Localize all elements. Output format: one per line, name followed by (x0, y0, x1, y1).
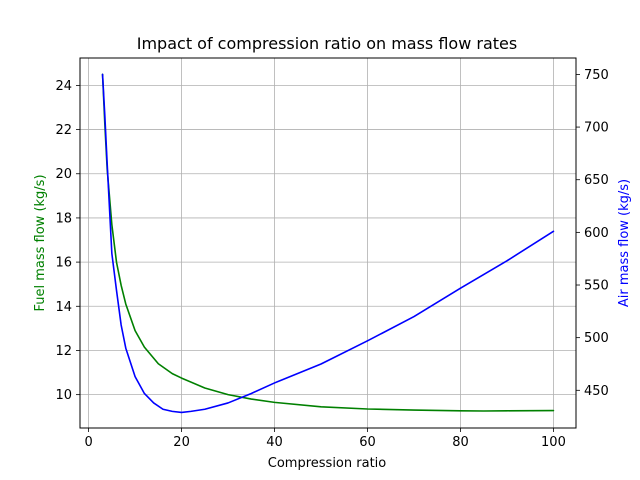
grid (80, 58, 576, 428)
y-left-tick-label: 12 (55, 344, 72, 359)
air-mass-flow-line (101, 73, 555, 414)
plot-frame (79, 57, 577, 429)
fuel-mass-flow-line (101, 73, 555, 412)
y-right-tick-label: 750 (584, 68, 609, 83)
series-lines (101, 73, 555, 414)
y-left-tick-label: 10 (55, 388, 72, 403)
x-tick-label: 40 (266, 435, 283, 450)
x-tick-label: 20 (173, 435, 190, 450)
y-left-tick-label: 16 (55, 256, 72, 271)
y-right-tick-label: 700 (584, 121, 609, 136)
chart-title: Impact of compression ratio on mass flow… (137, 34, 517, 53)
y-right-tick-label: 450 (584, 384, 609, 399)
y-right-tick-label: 650 (584, 173, 609, 188)
y-left-tick-label: 14 (55, 300, 72, 315)
y-right-tick-label: 500 (584, 331, 609, 346)
x-tick-label: 100 (541, 435, 566, 450)
y-left-tick-label: 18 (55, 211, 72, 226)
x-tick-label: 60 (359, 435, 376, 450)
x-tick-label: 80 (452, 435, 469, 450)
y-right-tick-label: 600 (584, 226, 609, 241)
axes: 0 20 40 60 80 100 10 12 14 16 18 20 22 24 450 500 550 600… (55, 68, 608, 450)
y-left-tick-label: 20 (55, 167, 72, 182)
y-left-tick-label: 24 (55, 79, 72, 94)
x-axis-label: Compression ratio (268, 456, 387, 471)
y-axis-left-label: Fuel mass flow (kg/s) (33, 174, 48, 311)
y-right-tick-label: 550 (584, 279, 609, 294)
y-left-tick-label: 22 (55, 123, 72, 138)
y-axis-right-label: Air mass flow (kg/s) (617, 179, 632, 307)
x-tick-label: 0 (84, 435, 92, 450)
